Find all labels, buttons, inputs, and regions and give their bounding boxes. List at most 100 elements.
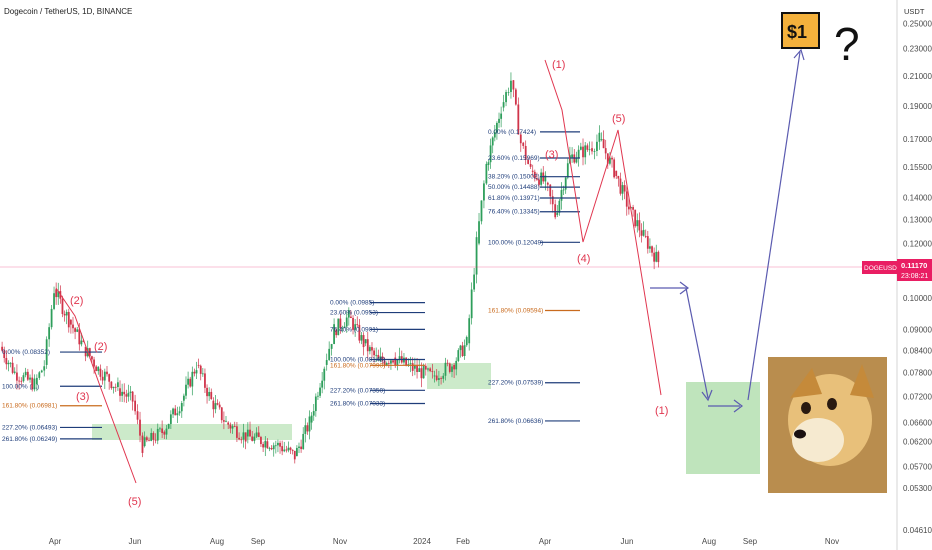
y-tick-label-14: 0.07200 [903, 392, 932, 401]
candle-body [279, 442, 281, 447]
y-tick-label-5: 0.15500 [903, 163, 932, 172]
candle-body [339, 318, 342, 329]
candle-body [199, 365, 202, 374]
candle-body [354, 324, 357, 330]
candle-body [373, 350, 375, 356]
candle-body [156, 428, 159, 441]
candle-body [110, 381, 113, 389]
candle-body [619, 178, 622, 194]
candle-body [634, 209, 637, 227]
candle-body [352, 317, 354, 330]
candle-body [475, 237, 478, 275]
candle-body [360, 335, 363, 341]
candle-body [533, 171, 536, 179]
candle-body [558, 200, 561, 213]
candle-body [611, 157, 613, 160]
candle-body [319, 387, 321, 396]
wave-label-3: (5) [128, 496, 141, 508]
candle-body [283, 449, 286, 452]
candle-body [99, 368, 102, 377]
fib-label-2-8: 227.20% (0.07539) [488, 380, 543, 387]
candle-body [356, 324, 359, 326]
candle-body [627, 206, 630, 210]
candle-body [429, 368, 432, 372]
candle-body [298, 446, 300, 448]
fib-label-1-4: 161.80% (0.07990) [330, 362, 385, 369]
candle-body [431, 371, 434, 372]
candle-body [154, 439, 157, 441]
candle-body [409, 363, 412, 365]
candle-body [125, 394, 128, 397]
candle-body [119, 388, 121, 396]
y-tick-label-11: 0.09000 [903, 326, 932, 335]
candle-body [195, 370, 198, 374]
fib-label-2-2: 38.20% (0.15002) [488, 174, 540, 181]
candle-body [544, 175, 547, 182]
candle-body [632, 207, 634, 210]
x-tick-label-0: Apr [49, 537, 62, 546]
candle-body [233, 426, 236, 427]
candle-body [531, 170, 534, 172]
candle-body [473, 274, 476, 290]
candle-body [538, 179, 540, 185]
y-tick-label-8: 0.12000 [903, 240, 932, 249]
candle-body [187, 378, 189, 385]
candle-body [483, 183, 485, 201]
x-tick-label-8: Jun [621, 537, 634, 546]
wave-label-5: (1) [552, 59, 565, 71]
candle-body [517, 104, 520, 135]
candle-body [134, 400, 137, 412]
candle-body [498, 118, 500, 123]
fib-label-2-9: 261.80% (0.06636) [488, 418, 543, 425]
candle-body [295, 447, 298, 457]
candle-body [40, 370, 43, 373]
candle-body [139, 419, 141, 436]
candle-body [317, 395, 319, 397]
candle-body [172, 408, 174, 415]
candle-body [302, 433, 305, 450]
y-tick-label-16: 0.06200 [903, 437, 932, 446]
y-axis: 0.25000 0.23000 0.21000 0.19000 0.17000 0.155… [903, 20, 932, 535]
x-tick-label-6: Feb [456, 537, 470, 546]
candle-body [341, 327, 344, 329]
candle-body [159, 428, 161, 430]
candle-body [97, 366, 100, 372]
candle-body [323, 368, 326, 381]
candle-body [440, 378, 442, 379]
candle-body [314, 396, 317, 412]
candle-body [642, 229, 645, 236]
candle-body [598, 132, 601, 142]
candle-body [33, 378, 36, 390]
candle-body [148, 440, 150, 442]
candle-body [69, 319, 72, 325]
candle-body [613, 159, 616, 178]
candle-body [220, 407, 223, 421]
candle-body [197, 364, 200, 366]
candle-body [644, 236, 647, 237]
candle-body [48, 327, 51, 340]
candle-body [145, 437, 148, 441]
candle-body [325, 360, 328, 365]
y-tick-label-6: 0.14000 [903, 193, 932, 202]
candle-body [405, 357, 408, 366]
y-tick-label-18: 0.05300 [903, 484, 932, 493]
candle-body [50, 308, 53, 328]
candle-body [343, 326, 346, 328]
candle-body [371, 347, 373, 351]
candle-body [189, 378, 192, 387]
candle-body [227, 422, 230, 425]
candle-body [453, 364, 456, 370]
fib-label-2-6: 100.00% (0.12049) [488, 239, 543, 246]
current-price-badge: DOGEUSDT 0.11170 23:08:21 [862, 259, 932, 281]
candle-body [588, 149, 591, 151]
candle-body [606, 153, 609, 164]
candle-body [117, 382, 119, 388]
x-tick-label-1: Jun [129, 537, 142, 546]
candle-body [129, 391, 132, 393]
candle-body [208, 391, 211, 397]
candle-body [549, 184, 552, 197]
candle-body [407, 364, 410, 366]
fib-label-2-5: 76.40% (0.13345) [488, 209, 540, 216]
